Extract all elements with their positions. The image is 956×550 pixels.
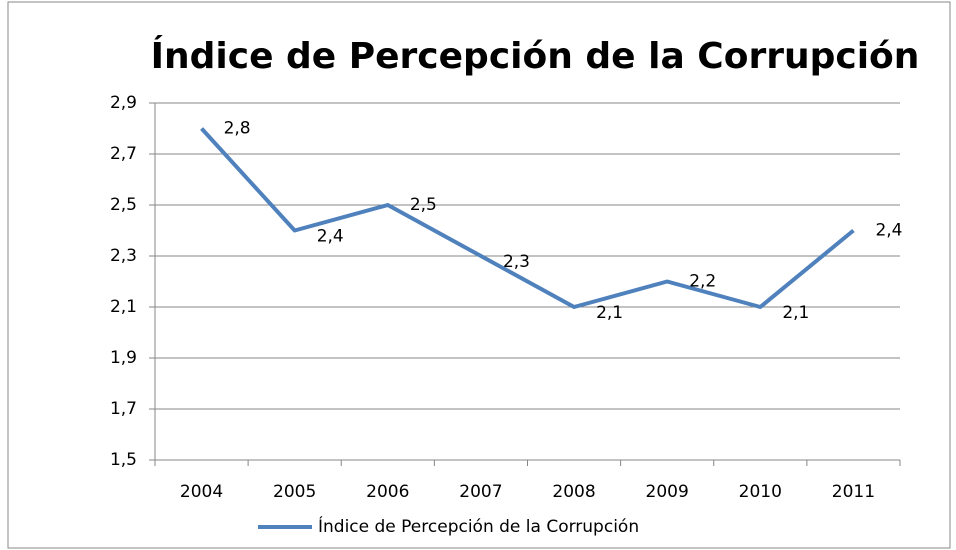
y-tick-label: 1,5: [110, 450, 137, 470]
data-label: 2,1: [782, 303, 809, 323]
x-tick-label: 2009: [646, 482, 689, 502]
series-line: [200, 127, 855, 309]
x-tick-label: 2011: [832, 482, 875, 502]
y-tick-label: 2,1: [110, 297, 137, 317]
x-tick-label: 2005: [273, 482, 316, 502]
data-label: 2,5: [410, 195, 437, 215]
y-tick-label: 1,7: [110, 399, 137, 419]
data-label: 2,4: [875, 221, 902, 241]
x-tick-label: 2006: [366, 482, 409, 502]
x-tick-label: 2010: [739, 482, 782, 502]
x-tick-label: 2007: [459, 482, 502, 502]
y-tick-label: 2,9: [110, 93, 137, 113]
x-tick-label: 2004: [180, 482, 223, 502]
y-tick-label: 2,7: [110, 144, 137, 164]
y-tick-label: 2,3: [110, 246, 137, 266]
y-tick-label: 1,9: [110, 348, 137, 368]
legend-label: Índice de Percepción de la Corrupción: [318, 515, 639, 537]
data-label: 2,4: [317, 227, 344, 247]
x-tick-label: 2008: [552, 482, 595, 502]
data-label: 2,1: [596, 303, 623, 323]
chart-border: [7, 1, 951, 549]
y-tick-label: 2,5: [110, 195, 137, 215]
data-label: 2,8: [224, 119, 251, 139]
chart-title: Índice de Percepción de la Corrupción: [151, 35, 920, 77]
data-label: 2,3: [503, 252, 530, 272]
data-label: 2,2: [689, 272, 716, 292]
